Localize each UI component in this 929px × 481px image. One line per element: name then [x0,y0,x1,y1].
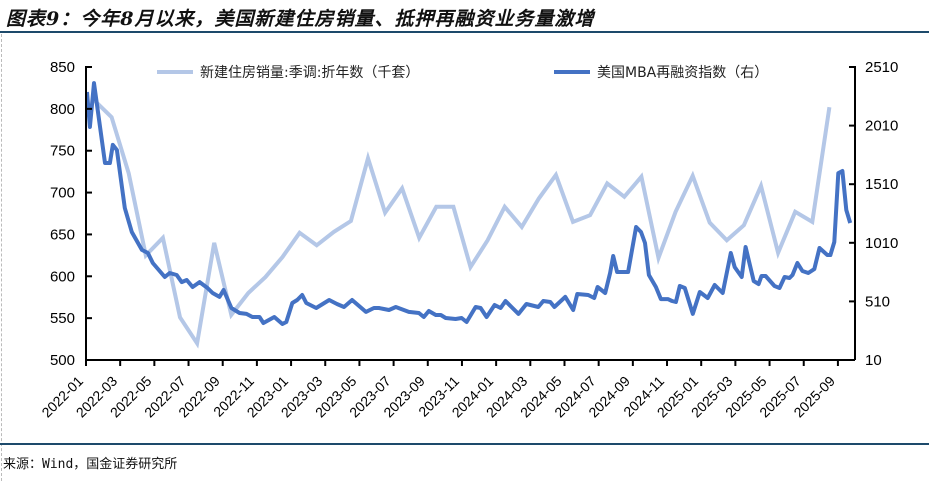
legend-label-new-home-sales: 新建住房销量:季调:折年数（千套） [200,65,419,81]
legend-label-mba-refinance: 美国MBA再融资指数（右） [597,65,768,81]
series-line-mba-refinance [85,81,853,326]
left-y-tick-label: 850 [50,59,75,76]
axes-layer: 500 550 600 650 700 750 800 850 10 510 1010 1510 201… [38,59,898,420]
right-y-tick-label: 510 [865,293,890,310]
footer-divider [0,443,929,445]
series-line-new-home-sales [93,99,832,349]
left-y-tick-label: 550 [50,310,75,327]
left-border [1,34,2,481]
right-y-tick-label: 2510 [865,59,898,76]
right-y-tick-label: 10 [865,352,882,369]
series-layer [85,81,853,349]
left-y-tick-label: 650 [50,226,75,243]
right-y-tick-label: 1510 [865,176,898,193]
legend: 新建住房销量:季调:折年数（千套） 美国MBA再融资指数（右） [157,65,768,81]
right-y-tick-label: 2010 [865,118,898,135]
source-note: 来源：Wind，国金证券研究所 [3,457,178,472]
left-y-tick-label: 500 [50,352,75,369]
right-y-tick-label: 1010 [865,235,898,252]
left-y-tick-label: 750 [50,143,75,160]
left-y-tick-label: 700 [50,185,75,202]
left-y-tick-label: 600 [50,268,75,285]
title-divider [0,31,929,33]
figure-title: 图表9：今年8月以来，美国新建住房销量、抵押再融资业务量激增 [6,8,595,30]
left-y-tick-label: 800 [50,101,75,118]
